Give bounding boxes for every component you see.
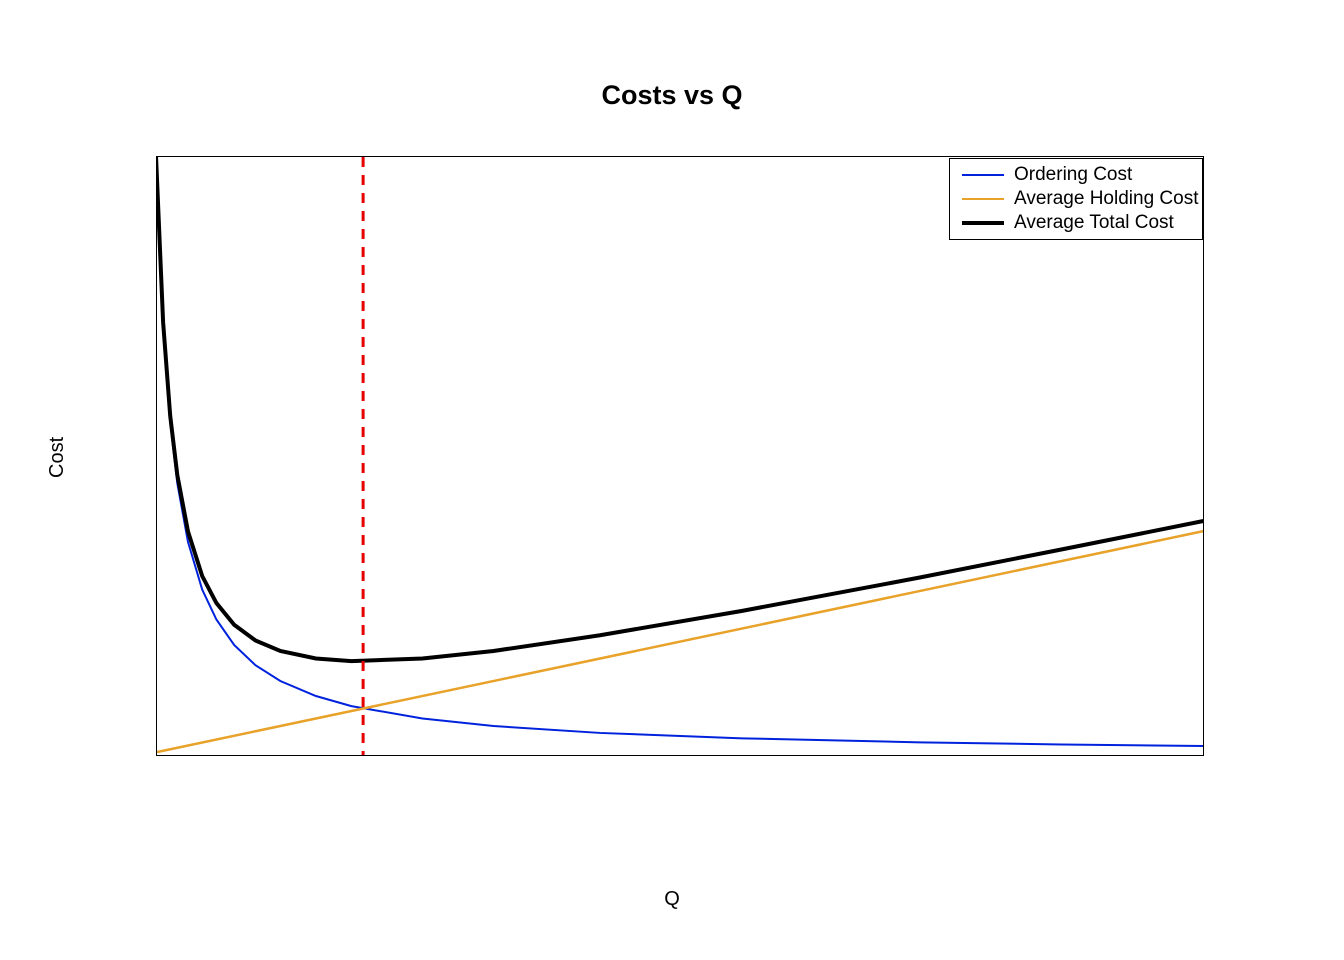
legend-item: Average Holding Cost [954,187,1198,211]
y-axis-label: Cost [46,437,69,478]
legend-swatch [962,198,1004,201]
legend-swatch [962,221,1004,225]
legend-item: Average Total Cost [954,211,1198,235]
chart-plot-area [156,156,1204,756]
x-axis-label: Q [0,888,1344,911]
legend-label: Average Total Cost [1014,212,1174,234]
chart-title: Costs vs Q [0,80,1344,111]
legend-swatch [962,174,1004,176]
legend-item: Ordering Cost [954,163,1198,187]
legend: Ordering CostAverage Holding CostAverage… [949,158,1203,240]
legend-label: Ordering Cost [1014,164,1132,186]
legend-label: Average Holding Cost [1014,188,1198,210]
